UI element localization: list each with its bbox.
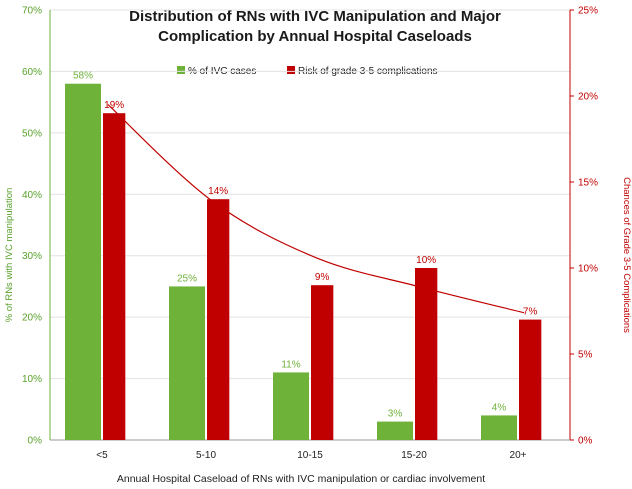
data-label-risk: 19% xyxy=(104,100,124,111)
y-axis-right-label: Chances of Grade 3-5 Complications xyxy=(621,177,632,333)
data-labels: 58% 19% 25% 14% 11% 9% 3% 10% 4% 7% xyxy=(73,71,538,420)
trendline-curve xyxy=(107,104,525,314)
y-tick-left: 10% xyxy=(22,374,42,385)
bar-complication-risk xyxy=(415,268,438,440)
data-label-ivc: 25% xyxy=(177,273,197,284)
data-label-risk: 10% xyxy=(416,255,436,266)
y-tick-right: 0% xyxy=(578,436,593,447)
y-tick-left: 30% xyxy=(22,251,42,262)
x-axis-label: Annual Hospital Caseload of RNs with IVC… xyxy=(117,473,485,485)
bar-complication-risk xyxy=(103,113,126,440)
x-tick-label: 5-10 xyxy=(196,450,216,461)
bar-ivc-cases xyxy=(65,83,101,440)
y-tick-right: 5% xyxy=(578,350,593,361)
bar-ivc-cases xyxy=(169,286,205,440)
data-label-risk: 9% xyxy=(315,272,330,283)
bar-complication-risk xyxy=(519,319,542,440)
bar-ivc-cases xyxy=(377,421,413,440)
legend-swatch-risk xyxy=(287,66,295,74)
y-tick-left: 0% xyxy=(28,436,43,447)
y-axis-left-label: % of RNs with IVC manipulation xyxy=(4,188,15,323)
y-tick-right: 10% xyxy=(578,264,598,275)
axes xyxy=(49,9,574,441)
data-label-ivc: 11% xyxy=(281,359,300,370)
y-tick-right: 20% xyxy=(578,92,598,103)
trendline xyxy=(107,104,525,314)
x-tick-label: 15-20 xyxy=(401,450,427,461)
y-tick-left: 60% xyxy=(22,67,42,78)
data-label-ivc: 4% xyxy=(492,402,507,413)
y-axis-right-ticks: 0% 5% 10% 15% 20% 25% xyxy=(578,6,598,447)
bars xyxy=(65,83,542,440)
x-tick-label: 10-15 xyxy=(297,450,323,461)
chart-title-line-1: Distribution of RNs with IVC Manipulatio… xyxy=(129,8,501,25)
y-axis-left-ticks: 0% 10% 20% 30% 40% 50% 60% 70% xyxy=(22,6,42,447)
y-tick-left: 40% xyxy=(22,190,42,201)
bar-complication-risk xyxy=(311,285,334,440)
bar-complication-risk xyxy=(207,199,230,440)
y-tick-left: 20% xyxy=(22,313,42,324)
data-label-risk: 7% xyxy=(523,307,538,318)
data-label-risk: 14% xyxy=(208,186,228,197)
x-tick-label: <5 xyxy=(96,450,108,461)
x-axis-ticks: <5 5-10 10-15 15-20 20+ xyxy=(96,450,526,461)
y-tick-right: 15% xyxy=(578,178,598,189)
bar-ivc-cases xyxy=(481,415,517,440)
chart-title-line-2: Complication by Annual Hospital Caseload… xyxy=(158,28,472,45)
x-tick-label: 20+ xyxy=(510,450,527,461)
data-label-ivc: 58% xyxy=(73,71,93,82)
bar-ivc-cases xyxy=(273,372,309,440)
y-tick-left: 70% xyxy=(22,6,42,17)
legend-swatch-ivc xyxy=(177,66,185,74)
data-label-ivc: 3% xyxy=(388,409,403,420)
y-tick-left: 50% xyxy=(22,128,42,139)
y-tick-right: 25% xyxy=(578,6,598,17)
